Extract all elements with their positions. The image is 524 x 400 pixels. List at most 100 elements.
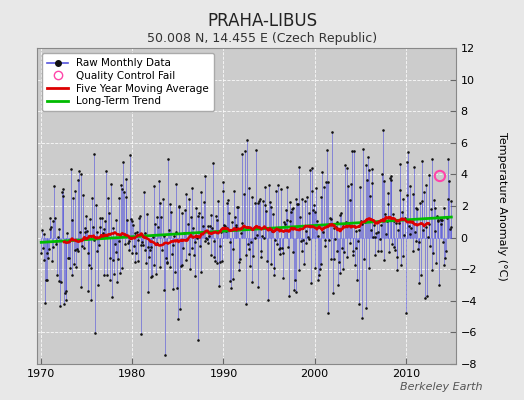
Point: [124, 247, 133, 254]
Point: [80, 245, 88, 252]
Point: [79, 192, 87, 198]
Point: [63, 254, 72, 261]
Point: [316, 261, 325, 267]
Point: [67, 166, 75, 172]
Point: [325, 215, 334, 222]
Point: [137, 242, 146, 248]
Point: [270, 264, 279, 271]
Point: [93, 248, 102, 254]
Point: [101, 218, 109, 224]
Point: [273, 225, 281, 232]
Point: [51, 238, 60, 244]
Point: [423, 293, 431, 299]
Point: [418, 158, 427, 164]
Point: [271, 237, 279, 244]
Point: [411, 204, 420, 211]
Point: [357, 314, 366, 321]
Point: [303, 234, 312, 240]
Point: [385, 248, 393, 255]
Point: [406, 231, 414, 237]
Point: [182, 257, 191, 263]
Point: [307, 280, 315, 286]
Point: [149, 234, 157, 240]
Point: [256, 196, 264, 202]
Point: [364, 154, 372, 160]
Point: [240, 190, 248, 197]
Point: [71, 188, 80, 194]
Point: [78, 284, 86, 291]
Point: [247, 239, 255, 246]
Point: [278, 245, 286, 251]
Point: [211, 258, 220, 264]
Point: [175, 203, 183, 210]
Point: [187, 214, 195, 220]
Legend: Raw Monthly Data, Quality Control Fail, Five Year Moving Average, Long-Term Tren: Raw Monthly Data, Quality Control Fail, …: [42, 53, 214, 112]
Text: Berkeley Earth: Berkeley Earth: [400, 382, 482, 392]
Point: [100, 272, 108, 278]
Point: [365, 264, 374, 271]
Point: [323, 178, 332, 185]
Point: [335, 212, 344, 218]
Point: [433, 217, 442, 223]
Point: [372, 230, 380, 237]
Point: [295, 266, 303, 273]
Point: [399, 253, 408, 260]
Point: [196, 268, 205, 275]
Point: [436, 220, 445, 227]
Point: [320, 184, 328, 191]
Point: [198, 214, 206, 220]
Point: [291, 288, 300, 295]
Point: [206, 251, 215, 258]
Point: [70, 260, 78, 267]
Point: [253, 232, 261, 239]
Point: [423, 234, 432, 240]
Point: [102, 168, 110, 174]
Point: [232, 222, 241, 228]
Point: [377, 222, 385, 228]
Point: [92, 201, 100, 208]
Point: [249, 253, 257, 260]
Point: [188, 244, 196, 251]
Point: [279, 275, 287, 282]
Point: [396, 161, 405, 168]
Point: [135, 215, 144, 222]
Point: [262, 208, 270, 214]
Point: [148, 273, 156, 280]
Point: [428, 156, 436, 162]
Point: [249, 224, 258, 231]
Point: [274, 182, 282, 188]
Point: [184, 251, 193, 258]
Point: [266, 199, 274, 205]
Point: [202, 234, 210, 241]
Point: [51, 215, 59, 221]
Point: [264, 225, 272, 232]
Point: [275, 246, 283, 252]
Point: [269, 211, 277, 218]
Point: [328, 128, 336, 135]
Point: [156, 200, 164, 206]
Point: [433, 213, 441, 219]
Point: [362, 304, 370, 311]
Point: [342, 164, 351, 171]
Point: [166, 201, 174, 208]
Point: [100, 225, 108, 232]
Point: [405, 223, 413, 230]
Point: [159, 233, 168, 239]
Point: [331, 236, 340, 242]
Point: [48, 218, 57, 224]
Point: [431, 228, 440, 234]
Point: [194, 213, 203, 220]
Point: [122, 194, 130, 200]
Point: [389, 210, 397, 217]
Point: [121, 240, 129, 247]
Point: [257, 247, 266, 254]
Point: [177, 262, 185, 269]
Point: [416, 200, 424, 206]
Point: [47, 224, 56, 231]
Point: [417, 271, 425, 278]
Point: [110, 271, 118, 278]
Point: [102, 234, 111, 240]
Point: [319, 229, 327, 235]
Point: [263, 258, 271, 264]
Point: [353, 277, 362, 284]
